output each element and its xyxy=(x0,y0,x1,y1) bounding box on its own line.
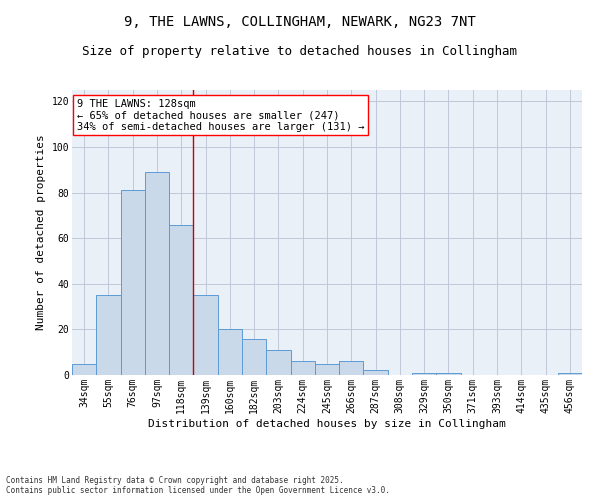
Bar xyxy=(266,350,290,375)
Bar xyxy=(72,364,96,375)
Text: Contains HM Land Registry data © Crown copyright and database right 2025.
Contai: Contains HM Land Registry data © Crown c… xyxy=(6,476,390,495)
Text: Size of property relative to detached houses in Collingham: Size of property relative to detached ho… xyxy=(83,45,517,58)
Bar xyxy=(558,372,582,375)
Bar xyxy=(412,372,436,375)
Bar xyxy=(96,295,121,375)
Bar xyxy=(121,190,145,375)
Bar xyxy=(315,364,339,375)
Bar xyxy=(364,370,388,375)
Text: 9, THE LAWNS, COLLINGHAM, NEWARK, NG23 7NT: 9, THE LAWNS, COLLINGHAM, NEWARK, NG23 7… xyxy=(124,15,476,29)
Text: 9 THE LAWNS: 128sqm
← 65% of detached houses are smaller (247)
34% of semi-detac: 9 THE LAWNS: 128sqm ← 65% of detached ho… xyxy=(77,98,365,132)
Bar xyxy=(169,224,193,375)
Bar xyxy=(193,295,218,375)
Bar xyxy=(242,338,266,375)
Y-axis label: Number of detached properties: Number of detached properties xyxy=(36,134,46,330)
Bar xyxy=(339,362,364,375)
Bar xyxy=(436,372,461,375)
Bar xyxy=(145,172,169,375)
Bar xyxy=(218,330,242,375)
Bar xyxy=(290,362,315,375)
X-axis label: Distribution of detached houses by size in Collingham: Distribution of detached houses by size … xyxy=(148,418,506,428)
